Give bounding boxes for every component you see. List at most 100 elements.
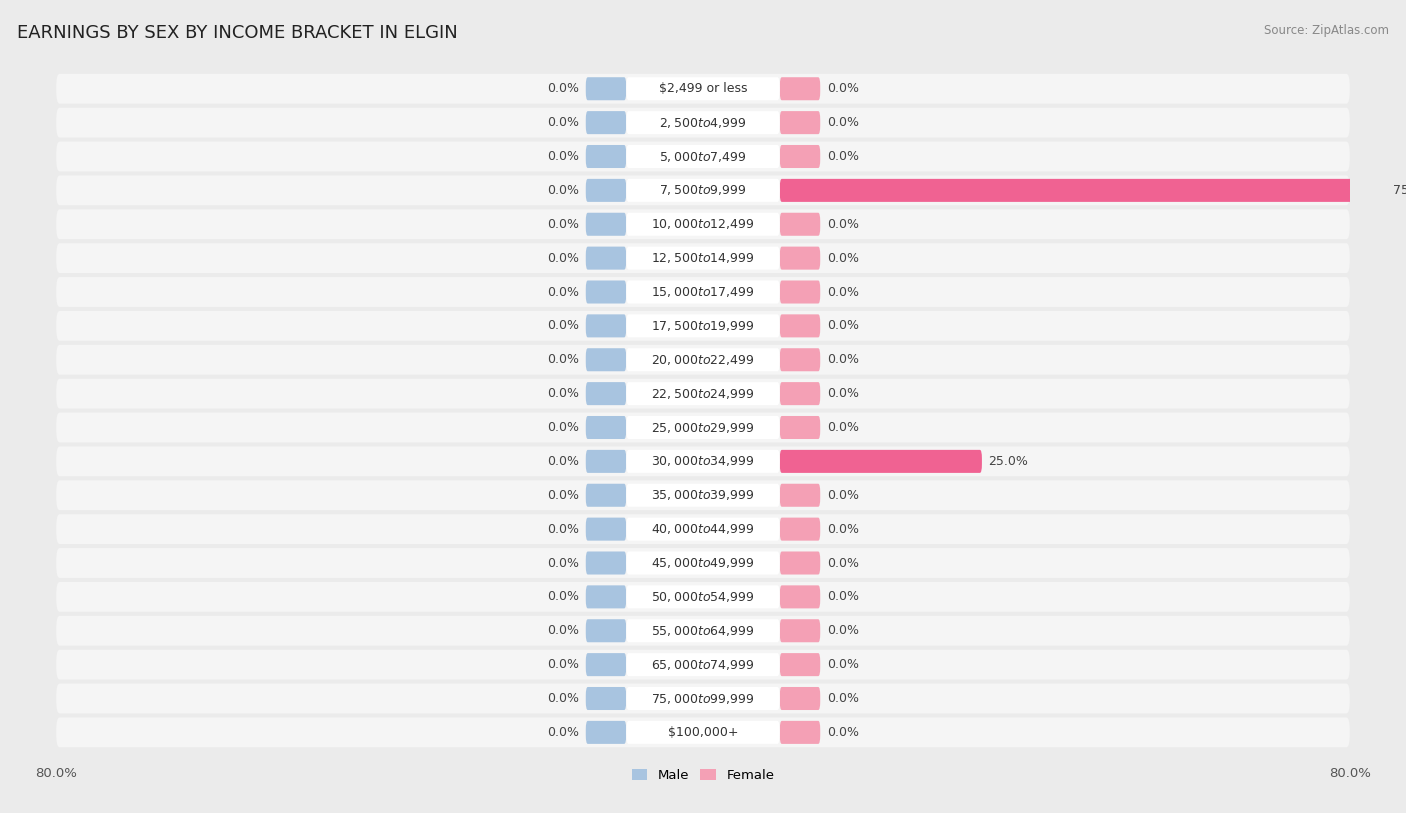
FancyBboxPatch shape bbox=[626, 145, 780, 168]
FancyBboxPatch shape bbox=[626, 77, 780, 100]
FancyBboxPatch shape bbox=[586, 179, 626, 202]
FancyBboxPatch shape bbox=[780, 280, 820, 303]
FancyBboxPatch shape bbox=[780, 246, 820, 270]
Text: $5,000 to $7,499: $5,000 to $7,499 bbox=[659, 150, 747, 163]
FancyBboxPatch shape bbox=[780, 484, 820, 506]
Text: 0.0%: 0.0% bbox=[827, 590, 859, 603]
FancyBboxPatch shape bbox=[780, 416, 820, 439]
FancyBboxPatch shape bbox=[586, 77, 626, 100]
FancyBboxPatch shape bbox=[626, 348, 780, 372]
FancyBboxPatch shape bbox=[586, 721, 626, 744]
FancyBboxPatch shape bbox=[626, 484, 780, 506]
FancyBboxPatch shape bbox=[626, 653, 780, 676]
Text: 0.0%: 0.0% bbox=[827, 624, 859, 637]
Text: $15,000 to $17,499: $15,000 to $17,499 bbox=[651, 285, 755, 299]
FancyBboxPatch shape bbox=[586, 585, 626, 608]
FancyBboxPatch shape bbox=[56, 515, 1350, 544]
FancyBboxPatch shape bbox=[586, 518, 626, 541]
FancyBboxPatch shape bbox=[780, 551, 820, 575]
FancyBboxPatch shape bbox=[626, 382, 780, 405]
Text: 0.0%: 0.0% bbox=[827, 726, 859, 739]
FancyBboxPatch shape bbox=[780, 721, 820, 744]
Text: $25,000 to $29,999: $25,000 to $29,999 bbox=[651, 420, 755, 434]
FancyBboxPatch shape bbox=[56, 311, 1350, 341]
Text: $45,000 to $49,999: $45,000 to $49,999 bbox=[651, 556, 755, 570]
FancyBboxPatch shape bbox=[780, 382, 820, 405]
FancyBboxPatch shape bbox=[586, 620, 626, 642]
FancyBboxPatch shape bbox=[56, 650, 1350, 680]
FancyBboxPatch shape bbox=[626, 585, 780, 608]
Text: 0.0%: 0.0% bbox=[827, 523, 859, 536]
FancyBboxPatch shape bbox=[56, 616, 1350, 646]
FancyBboxPatch shape bbox=[56, 582, 1350, 611]
FancyBboxPatch shape bbox=[780, 687, 820, 710]
Text: $35,000 to $39,999: $35,000 to $39,999 bbox=[651, 489, 755, 502]
FancyBboxPatch shape bbox=[626, 416, 780, 439]
Text: 0.0%: 0.0% bbox=[547, 218, 579, 231]
FancyBboxPatch shape bbox=[626, 213, 780, 236]
FancyBboxPatch shape bbox=[586, 416, 626, 439]
Text: 25.0%: 25.0% bbox=[988, 455, 1028, 467]
FancyBboxPatch shape bbox=[586, 551, 626, 575]
Text: $17,500 to $19,999: $17,500 to $19,999 bbox=[651, 319, 755, 333]
Text: $2,499 or less: $2,499 or less bbox=[659, 82, 747, 95]
Text: 0.0%: 0.0% bbox=[547, 82, 579, 95]
Text: 0.0%: 0.0% bbox=[547, 624, 579, 637]
FancyBboxPatch shape bbox=[56, 548, 1350, 578]
Text: 0.0%: 0.0% bbox=[547, 285, 579, 298]
FancyBboxPatch shape bbox=[780, 315, 820, 337]
FancyBboxPatch shape bbox=[56, 277, 1350, 307]
Text: $40,000 to $44,999: $40,000 to $44,999 bbox=[651, 522, 755, 536]
FancyBboxPatch shape bbox=[626, 111, 780, 134]
FancyBboxPatch shape bbox=[56, 107, 1350, 137]
FancyBboxPatch shape bbox=[780, 77, 820, 100]
Text: EARNINGS BY SEX BY INCOME BRACKET IN ELGIN: EARNINGS BY SEX BY INCOME BRACKET IN ELG… bbox=[17, 24, 457, 42]
FancyBboxPatch shape bbox=[586, 315, 626, 337]
FancyBboxPatch shape bbox=[586, 213, 626, 236]
Text: $50,000 to $54,999: $50,000 to $54,999 bbox=[651, 590, 755, 604]
Text: 0.0%: 0.0% bbox=[547, 387, 579, 400]
Text: 0.0%: 0.0% bbox=[547, 590, 579, 603]
FancyBboxPatch shape bbox=[56, 345, 1350, 375]
Text: $30,000 to $34,999: $30,000 to $34,999 bbox=[651, 454, 755, 468]
FancyBboxPatch shape bbox=[56, 480, 1350, 511]
Text: $7,500 to $9,999: $7,500 to $9,999 bbox=[659, 184, 747, 198]
FancyBboxPatch shape bbox=[780, 620, 820, 642]
Text: 0.0%: 0.0% bbox=[827, 557, 859, 569]
Text: 0.0%: 0.0% bbox=[827, 320, 859, 333]
FancyBboxPatch shape bbox=[56, 74, 1350, 103]
FancyBboxPatch shape bbox=[626, 687, 780, 710]
FancyBboxPatch shape bbox=[56, 176, 1350, 205]
FancyBboxPatch shape bbox=[626, 179, 780, 202]
Text: 0.0%: 0.0% bbox=[827, 116, 859, 129]
FancyBboxPatch shape bbox=[626, 315, 780, 337]
FancyBboxPatch shape bbox=[626, 280, 780, 303]
FancyBboxPatch shape bbox=[780, 585, 820, 608]
Text: $10,000 to $12,499: $10,000 to $12,499 bbox=[651, 217, 755, 231]
Text: 0.0%: 0.0% bbox=[547, 523, 579, 536]
FancyBboxPatch shape bbox=[586, 348, 626, 372]
FancyBboxPatch shape bbox=[780, 213, 820, 236]
Text: $65,000 to $74,999: $65,000 to $74,999 bbox=[651, 658, 755, 672]
Text: 0.0%: 0.0% bbox=[547, 489, 579, 502]
FancyBboxPatch shape bbox=[626, 721, 780, 744]
Text: 0.0%: 0.0% bbox=[827, 387, 859, 400]
FancyBboxPatch shape bbox=[56, 243, 1350, 273]
Text: 0.0%: 0.0% bbox=[827, 421, 859, 434]
FancyBboxPatch shape bbox=[56, 718, 1350, 747]
FancyBboxPatch shape bbox=[780, 518, 820, 541]
FancyBboxPatch shape bbox=[626, 620, 780, 642]
FancyBboxPatch shape bbox=[626, 246, 780, 270]
Text: 0.0%: 0.0% bbox=[827, 150, 859, 163]
FancyBboxPatch shape bbox=[586, 280, 626, 303]
Text: 0.0%: 0.0% bbox=[547, 320, 579, 333]
FancyBboxPatch shape bbox=[586, 111, 626, 134]
FancyBboxPatch shape bbox=[626, 551, 780, 575]
FancyBboxPatch shape bbox=[586, 145, 626, 168]
Text: 0.0%: 0.0% bbox=[827, 82, 859, 95]
Text: 0.0%: 0.0% bbox=[547, 150, 579, 163]
FancyBboxPatch shape bbox=[626, 518, 780, 541]
FancyBboxPatch shape bbox=[56, 684, 1350, 714]
Text: 0.0%: 0.0% bbox=[547, 659, 579, 671]
Text: 0.0%: 0.0% bbox=[547, 184, 579, 197]
